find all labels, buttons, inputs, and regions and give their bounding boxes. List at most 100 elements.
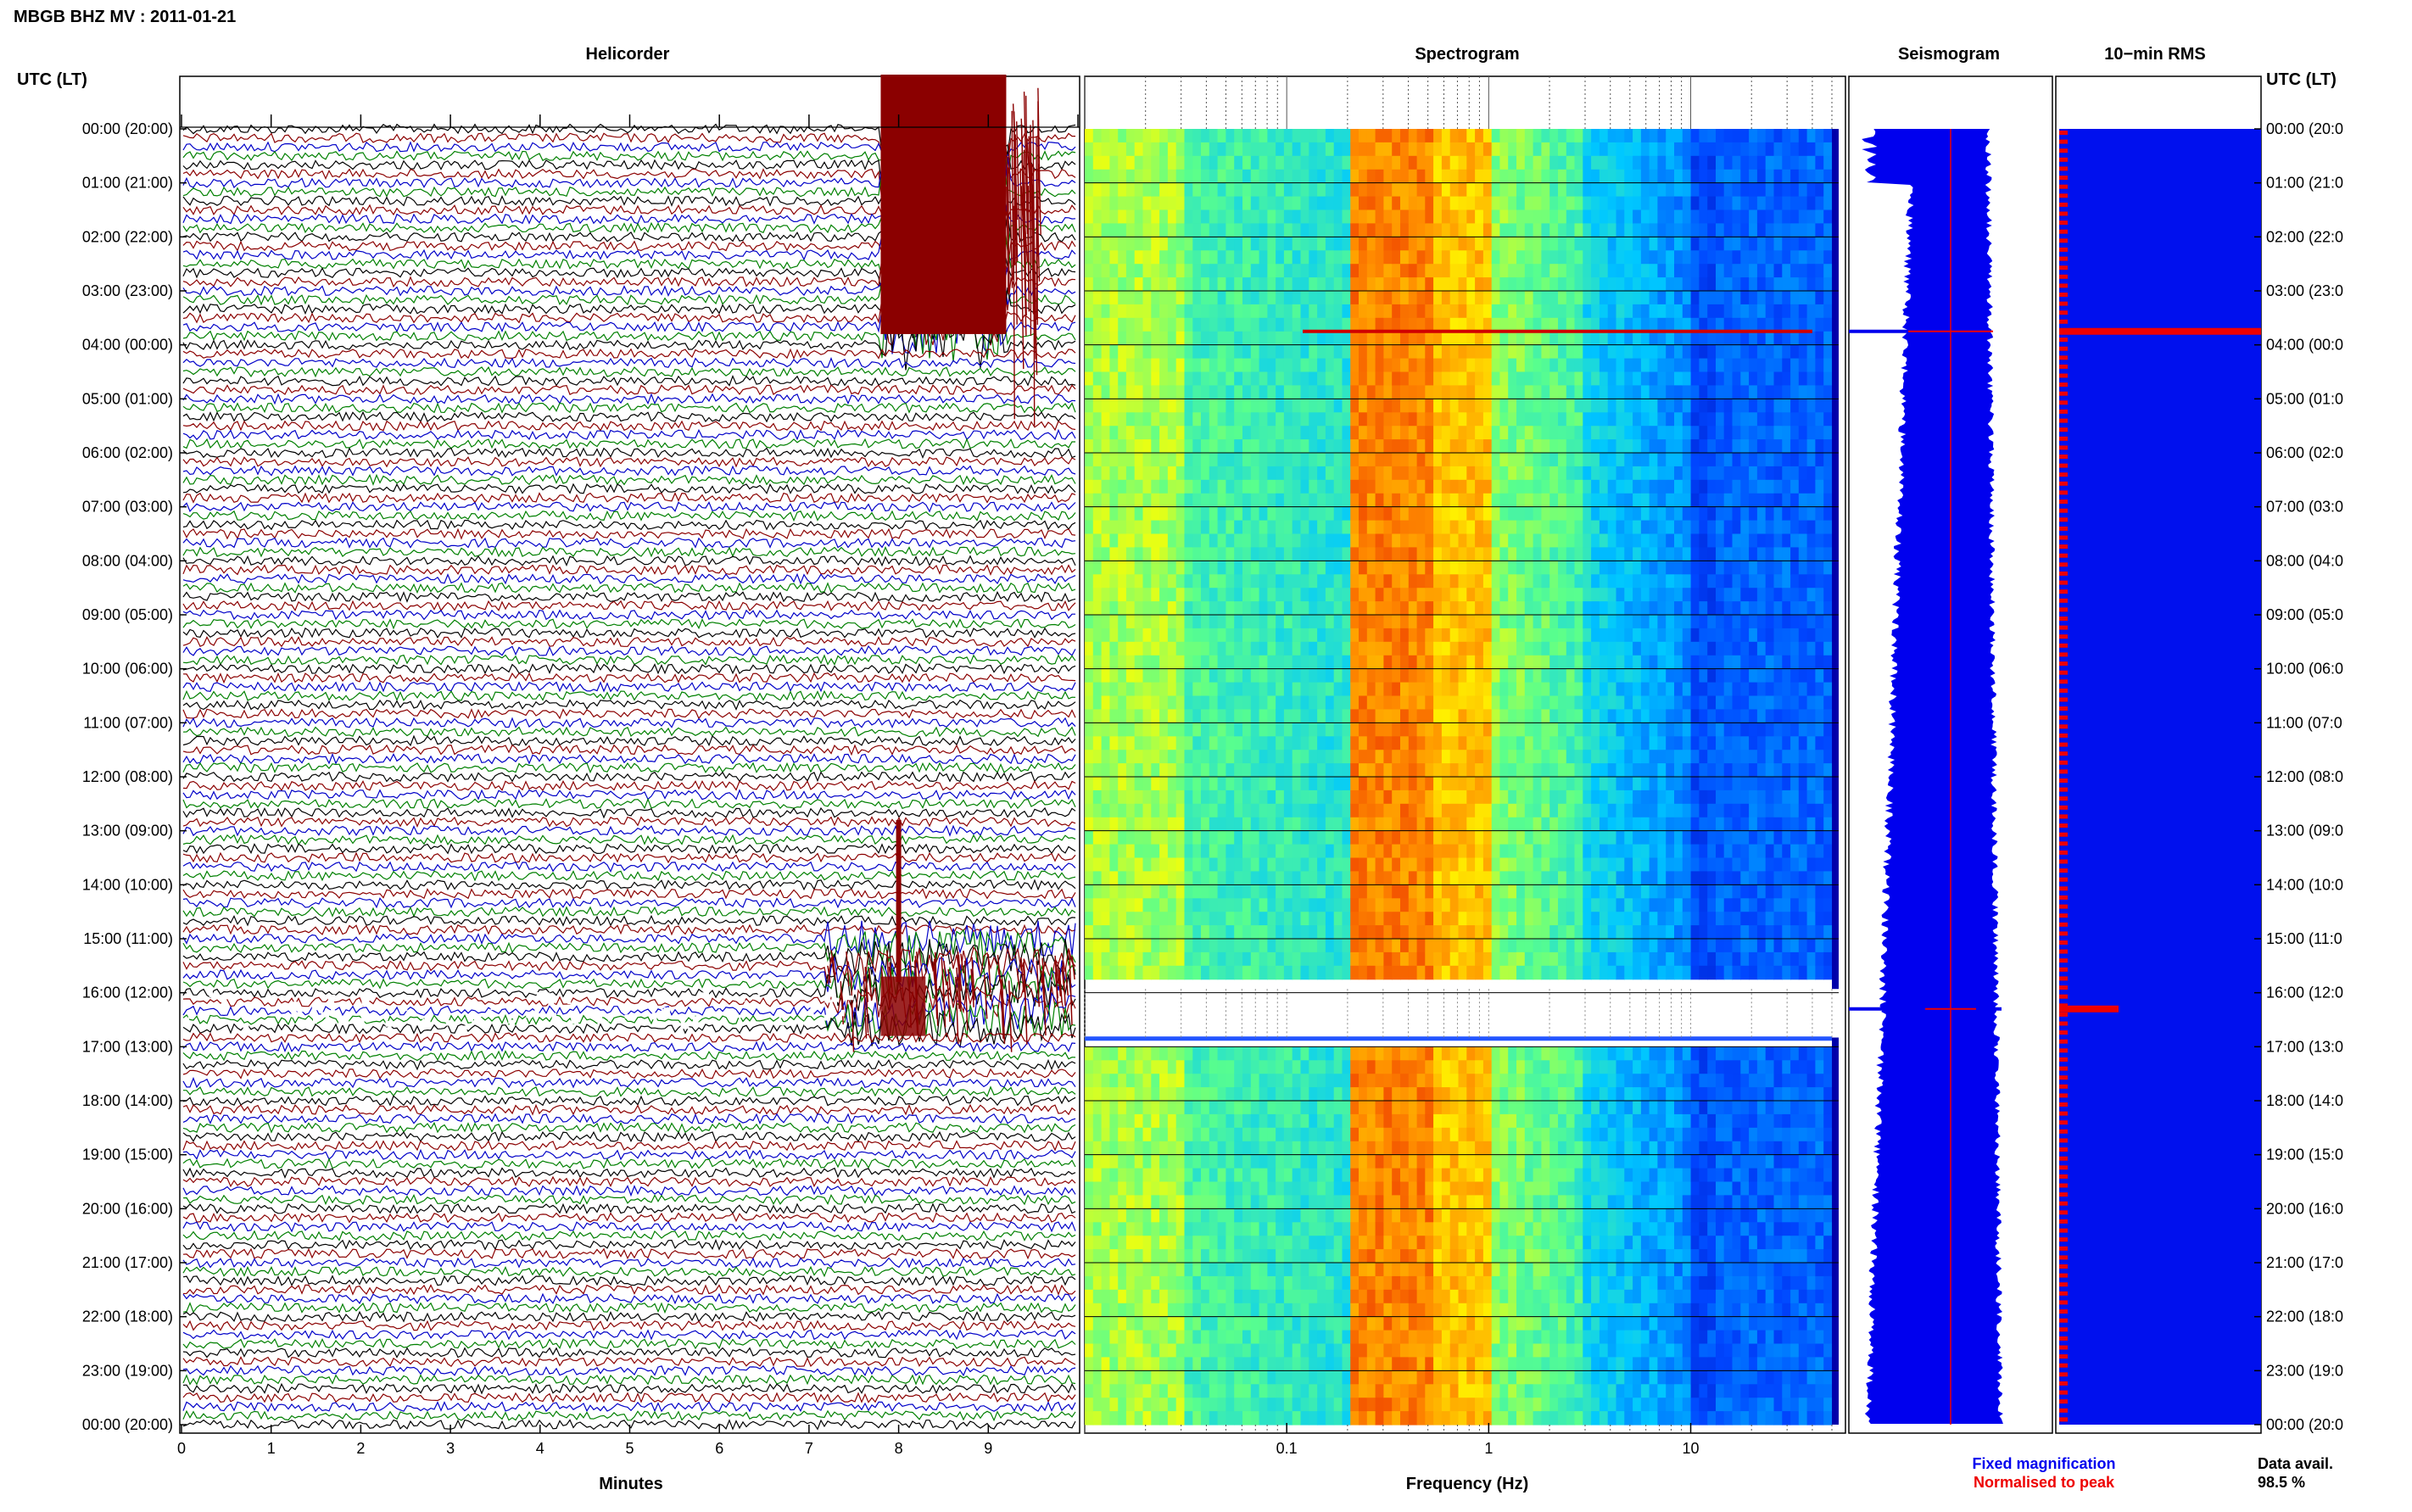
- spectrogram-cell: [1192, 723, 1201, 737]
- spectrogram-cell: [1309, 1249, 1317, 1264]
- spectrogram-cell: [1367, 615, 1376, 629]
- spectrogram-cell: [1168, 480, 1176, 494]
- spectrogram-cell: [1499, 763, 1508, 778]
- spectrogram-cell: [1383, 1411, 1392, 1426]
- spectrogram-cell: [1192, 750, 1201, 764]
- spectrogram-cell: [1192, 831, 1201, 845]
- spectrogram-cell: [1392, 1370, 1400, 1385]
- spectrogram-cell: [1226, 412, 1234, 427]
- spectrogram-cell: [1284, 1276, 1293, 1291]
- spectrogram-cell: [1309, 412, 1317, 427]
- spectrogram-cell: [1442, 332, 1450, 346]
- spectrogram-cell: [1343, 656, 1351, 670]
- spectrogram-cell: [1376, 696, 1384, 711]
- spectrogram-cell: [1383, 1155, 1392, 1169]
- spectrogram-cell: [1359, 1384, 1367, 1398]
- spectrogram-cell: [1425, 385, 1433, 399]
- spectrogram-cell: [1376, 858, 1384, 873]
- spectrogram-cell: [1334, 601, 1343, 616]
- spectrogram-cell: [1251, 588, 1259, 602]
- spectrogram-cell: [1417, 304, 1426, 319]
- spectrogram-cell: [1383, 521, 1392, 535]
- spectrogram-cell: [1499, 129, 1508, 143]
- spectrogram-cell: [1450, 1357, 1459, 1371]
- spectrogram-cell: [1343, 480, 1351, 494]
- spectrogram-cell: [1267, 412, 1276, 427]
- spectrogram-cell: [1483, 574, 1492, 589]
- spectrogram-cell: [1159, 507, 1168, 522]
- spectrogram-cell: [1143, 845, 1152, 859]
- spectrogram-cell: [1459, 1303, 1467, 1318]
- spectrogram-cell: [1176, 696, 1185, 711]
- spectrogram-cell: [1284, 291, 1293, 305]
- spectrogram-cell: [1301, 1169, 1309, 1183]
- helicorder-noise-fleck: [824, 999, 830, 1003]
- spectrogram-cell: [1109, 683, 1118, 697]
- spectrogram-cell: [1159, 250, 1168, 265]
- spectrogram-cell: [1126, 142, 1135, 157]
- spectrogram-cell: [1176, 426, 1185, 440]
- spectrogram-cell: [1234, 466, 1242, 481]
- spectrogram-cell: [1442, 1182, 1450, 1197]
- spectrogram-cell: [1301, 912, 1309, 926]
- spectrogram-cell: [1350, 1398, 1359, 1412]
- spectrogram-cell: [1409, 466, 1417, 481]
- spectrogram-cell: [1234, 615, 1242, 629]
- spectrogram-cell: [1309, 1222, 1317, 1236]
- spectrogram-cell: [1466, 1236, 1475, 1250]
- spectrogram-cell: [1317, 1357, 1326, 1371]
- spectrogram-cell: [1409, 170, 1417, 184]
- spectrogram-cell: [1293, 1155, 1301, 1169]
- spectrogram-cell: [1367, 696, 1376, 711]
- spectrogram-cell: [1309, 304, 1317, 319]
- spectrogram-cell: [1334, 399, 1343, 413]
- spectrogram-cell: [1135, 750, 1143, 764]
- spectrogram-cell: [1492, 925, 1500, 940]
- spectrogram-cell: [1176, 683, 1185, 697]
- spectrogram-cell: [1433, 723, 1442, 737]
- helicorder-noise-fleck: [831, 998, 839, 1002]
- spectrogram-cell: [1475, 574, 1483, 589]
- spectrogram-cell: [1085, 170, 1093, 184]
- spectrogram-cell: [1126, 898, 1135, 912]
- spectrogram-cell: [1109, 466, 1118, 481]
- spectrogram-cell: [1226, 399, 1234, 413]
- spectrogram-cell: [1251, 1128, 1259, 1142]
- spectrogram-cell: [1343, 642, 1351, 656]
- spectrogram-cell: [1242, 534, 1251, 549]
- spectrogram-cell: [1459, 642, 1467, 656]
- spectrogram-cell: [1326, 1155, 1334, 1169]
- spectrogram-cell: [1400, 1222, 1409, 1236]
- spectrogram-cell: [1450, 709, 1459, 723]
- spectrogram-cell: [1343, 683, 1351, 697]
- spectrogram-cell: [1093, 210, 1102, 225]
- spectrogram-cell: [1185, 547, 1193, 561]
- helicorder-tick-label: 7: [805, 1440, 813, 1457]
- spectrogram-cell: [1359, 628, 1367, 643]
- spectrogram-cell: [1301, 561, 1309, 575]
- spectrogram-cell: [1359, 426, 1367, 440]
- spectrogram-cell: [1242, 1411, 1251, 1426]
- spectrogram-cell: [1400, 709, 1409, 723]
- spectrogram-cell: [1409, 683, 1417, 697]
- spectrogram-cell: [1334, 1222, 1343, 1236]
- spectrogram-cell: [1417, 1141, 1426, 1156]
- spectrogram-cell: [1459, 156, 1467, 170]
- spectrogram-cell: [1218, 1169, 1226, 1183]
- spectrogram-cell: [1450, 939, 1459, 953]
- spectrogram-cell: [1442, 696, 1450, 711]
- spectrogram-cell: [1226, 736, 1234, 750]
- spectrogram-cell: [1343, 547, 1351, 561]
- spectrogram-cell: [1359, 884, 1367, 899]
- spectrogram-cell: [1309, 750, 1317, 764]
- spectrogram-cell: [1218, 521, 1226, 535]
- spectrogram-cell: [1118, 534, 1126, 549]
- spectrogram-cell: [1185, 237, 1193, 251]
- spectrogram-cell: [1143, 507, 1152, 522]
- spectrogram-cell: [1301, 1263, 1309, 1277]
- spectrogram-cell: [1293, 817, 1301, 832]
- spectrogram-cell: [1293, 615, 1301, 629]
- spectrogram-cell: [1209, 1208, 1218, 1223]
- spectrogram-cell: [1126, 1155, 1135, 1169]
- spectrogram-cell: [1109, 1331, 1118, 1345]
